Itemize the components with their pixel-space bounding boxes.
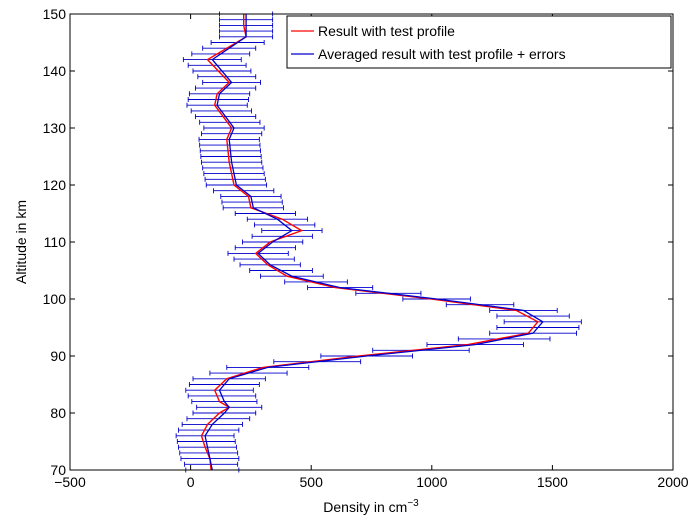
x-axis-label-exponent: −3 bbox=[407, 498, 419, 509]
y-axis: 70 80 90 100 110 120 130 140 150 bbox=[43, 6, 673, 478]
y-tick-label: 150 bbox=[43, 6, 67, 22]
legend-box bbox=[286, 15, 672, 69]
x-axis: −500 0 500 1000 1500 2000 bbox=[54, 14, 689, 490]
x-axis-label: Density in cm−3 bbox=[323, 498, 419, 515]
y-tick-label: 70 bbox=[50, 462, 66, 478]
series-lines bbox=[200, 14, 544, 471]
y-tick-label: 130 bbox=[43, 120, 67, 136]
y-axis-label: Altitude in km bbox=[13, 200, 29, 284]
y-tick-label: 90 bbox=[50, 348, 66, 364]
x-tick-label: −500 bbox=[54, 474, 86, 490]
y-tick-label: 80 bbox=[50, 405, 66, 421]
y-tick-label: 100 bbox=[43, 291, 67, 307]
legend: Result with test profile Averaged result… bbox=[286, 15, 672, 69]
y-tick-label: 140 bbox=[43, 63, 67, 79]
y-tick-label: 120 bbox=[43, 177, 67, 193]
x-tick-label: 0 bbox=[187, 474, 195, 490]
y-tick-label: 110 bbox=[44, 234, 67, 250]
x-tick-label: 1000 bbox=[416, 474, 447, 490]
legend-entry-red: Result with test profile bbox=[318, 23, 455, 39]
legend-entry-blue: Averaged result with test profile + erro… bbox=[318, 46, 566, 62]
x-tick-label: 2000 bbox=[657, 474, 688, 490]
x-tick-label: 1500 bbox=[537, 474, 568, 490]
plot-area bbox=[70, 14, 673, 470]
series-line-averaged bbox=[204, 14, 544, 471]
x-tick-label: 500 bbox=[300, 474, 324, 490]
